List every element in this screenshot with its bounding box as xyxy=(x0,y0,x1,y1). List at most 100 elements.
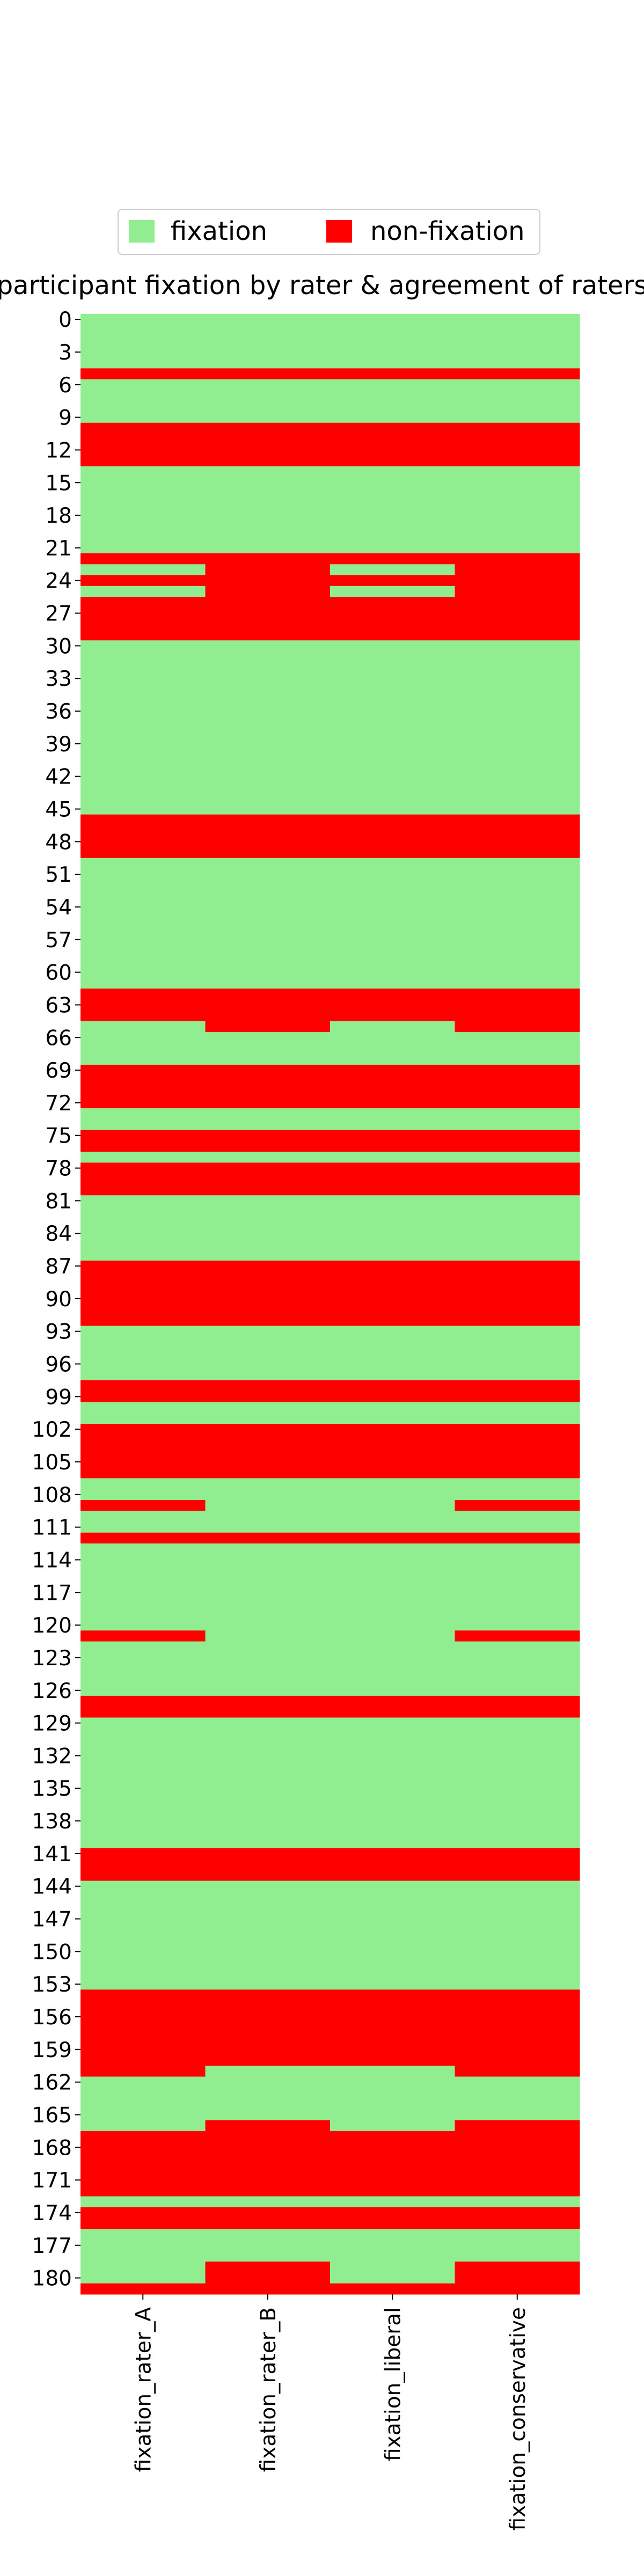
heatmap-cell-non-fixation xyxy=(80,1630,206,1642)
heatmap-cell-non-fixation xyxy=(80,1848,206,1882)
y-tick-label: 15 xyxy=(45,471,72,495)
y-tick-label: 63 xyxy=(45,993,72,1018)
heatmap-cell-non-fixation xyxy=(205,1162,331,1196)
y-tick-label: 165 xyxy=(32,2103,72,2127)
heatmap-cell-non-fixation xyxy=(205,2120,331,2197)
y-tick-label: 81 xyxy=(45,1189,72,1213)
y-tick-label: 108 xyxy=(32,1483,72,1507)
heatmap-cell-fixation xyxy=(80,2076,206,2132)
heatmap-cell-fixation xyxy=(205,466,331,554)
heatmap-cell-fixation xyxy=(80,1478,206,1501)
heatmap-cell-non-fixation xyxy=(455,2207,580,2229)
heatmap-cell-non-fixation xyxy=(205,1424,331,1479)
heatmap-cell-non-fixation xyxy=(80,368,206,380)
heatmap-cell-fixation xyxy=(205,2066,331,2121)
heatmap-cell-fixation xyxy=(80,1108,206,1131)
heatmap-cell-non-fixation xyxy=(330,1532,455,1544)
heatmap-cell-fixation xyxy=(455,2196,580,2208)
heatmap-cell-fixation xyxy=(455,2229,580,2262)
x-tick-label: fixation_rater_A xyxy=(131,2307,156,2472)
heatmap-cell-fixation xyxy=(80,1326,206,1381)
heatmap-cell-fixation xyxy=(205,1478,331,1533)
y-tick-label: 102 xyxy=(32,1418,72,1442)
heatmap-cell-non-fixation xyxy=(455,1499,580,1511)
heatmap-cell-non-fixation xyxy=(80,814,206,859)
heatmap-cell-fixation xyxy=(205,1195,331,1261)
y-tick-label: 6 xyxy=(58,374,72,398)
y-tick-label: 60 xyxy=(45,961,72,985)
legend-swatch-fixation xyxy=(129,220,155,243)
heatmap-cell-fixation xyxy=(205,2229,331,2262)
heatmap-cell-fixation xyxy=(330,1326,455,1381)
heatmap-cell-fixation xyxy=(205,1326,331,1381)
heatmap-cell-fixation xyxy=(80,640,206,815)
y-tick-label: 54 xyxy=(45,896,72,920)
y-tick-label: 30 xyxy=(45,634,72,658)
heatmap-cell-non-fixation xyxy=(455,1162,580,1196)
y-tick-label: 9 xyxy=(58,406,72,430)
heatmap-cell-fixation xyxy=(330,379,455,423)
y-tick-label: 33 xyxy=(45,667,72,691)
heatmap-cell-non-fixation xyxy=(205,422,331,467)
heatmap-cell-fixation xyxy=(455,858,580,989)
heatmap-cell-non-fixation xyxy=(330,1260,455,1327)
y-tick-label: 24 xyxy=(45,569,72,594)
heatmap-cell-fixation xyxy=(205,1717,331,1849)
y-tick-label: 138 xyxy=(32,1810,72,1834)
y-tick-label: 42 xyxy=(45,765,72,789)
y-tick-label: 93 xyxy=(45,1320,72,1344)
heatmap-cell-non-fixation xyxy=(330,1989,455,2066)
heatmap-cell-non-fixation xyxy=(455,553,580,641)
heatmap-cell-non-fixation xyxy=(455,814,580,859)
y-tick-label: 141 xyxy=(32,1842,72,1867)
heatmap-cell-fixation xyxy=(455,1880,580,1990)
heatmap-cell-non-fixation xyxy=(80,2283,206,2295)
heatmap-cell-non-fixation xyxy=(330,1695,455,1718)
heatmap-cell-non-fixation xyxy=(455,1532,580,1544)
y-tick-label: 156 xyxy=(32,2006,72,2030)
heatmap-cell-fixation xyxy=(205,2196,331,2208)
heatmap-cell-fixation xyxy=(205,1880,331,1990)
heatmap-cell-fixation xyxy=(330,1880,455,1990)
y-tick-label: 111 xyxy=(32,1516,72,1540)
heatmap-cell-non-fixation xyxy=(330,2207,455,2229)
heatmap-cell-non-fixation xyxy=(330,989,455,1022)
heatmap-cells xyxy=(80,314,580,2295)
heatmap-cell-non-fixation xyxy=(205,1532,331,1544)
heatmap-cell-non-fixation xyxy=(80,1130,206,1152)
heatmap-cell-non-fixation xyxy=(80,597,206,641)
heatmap-cell-fixation xyxy=(455,2076,580,2121)
heatmap-cell-non-fixation xyxy=(330,1130,455,1152)
y-tick-label: 72 xyxy=(45,1092,72,1116)
heatmap-cell-non-fixation xyxy=(80,1989,206,2077)
y-tick-label: 45 xyxy=(45,798,72,822)
heatmap-cell-fixation xyxy=(330,1152,455,1163)
heatmap-cell-fixation xyxy=(330,564,455,576)
heatmap-cell-non-fixation xyxy=(455,1695,580,1718)
y-tick-label: 114 xyxy=(32,1548,72,1572)
heatmap-cell-non-fixation xyxy=(80,1064,206,1109)
heatmap-cell-fixation xyxy=(80,564,206,576)
heatmap-cell-non-fixation xyxy=(330,1848,455,1882)
heatmap-cell-non-fixation xyxy=(80,1260,206,1327)
y-tick-label: 18 xyxy=(45,504,72,528)
heatmap-cell-fixation xyxy=(330,586,455,597)
heatmap-cell-non-fixation xyxy=(205,989,331,1033)
heatmap-cell-non-fixation xyxy=(330,2131,455,2197)
heatmap-cell-fixation xyxy=(330,466,455,554)
heatmap-cell-fixation xyxy=(80,586,206,597)
y-tick-label: 174 xyxy=(32,2201,72,2226)
y-tick-label: 159 xyxy=(32,2038,72,2062)
heatmap-cell-fixation xyxy=(455,1478,580,1501)
heatmap-cell-fixation xyxy=(455,1543,580,1631)
y-tick-label: 147 xyxy=(32,1908,72,1932)
heatmap-cell-non-fixation xyxy=(330,553,455,565)
x-tick-label: fixation_rater_B xyxy=(257,2307,281,2472)
heatmap-cell-non-fixation xyxy=(455,1630,580,1642)
y-tick-label: 51 xyxy=(45,863,72,887)
y-tick-label: 21 xyxy=(45,537,72,561)
y-tick-label: 177 xyxy=(32,2234,72,2258)
legend: fixation non-fixation xyxy=(118,209,540,255)
heatmap-cell-fixation xyxy=(205,858,331,989)
heatmap-cell-fixation xyxy=(80,2229,206,2284)
